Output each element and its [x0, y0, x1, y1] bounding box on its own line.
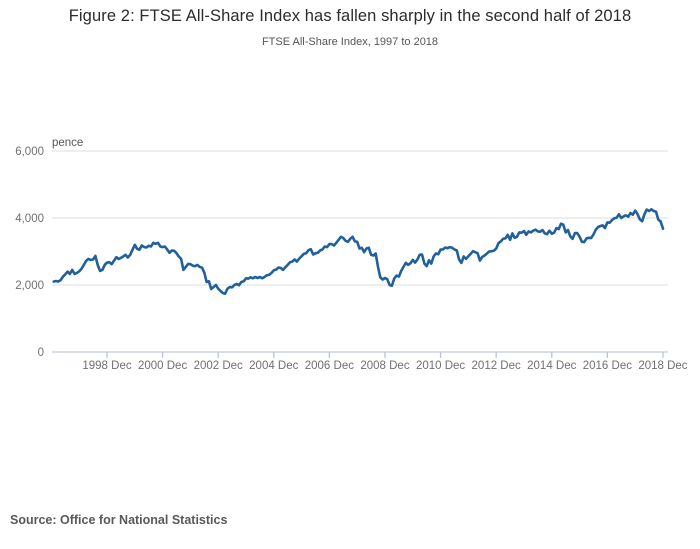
x-axis-tick-label: 2000 Dec — [138, 360, 187, 372]
x-axis-tick-label: 2006 Dec — [305, 360, 354, 372]
x-axis-tick-label: 2008 Dec — [360, 360, 409, 372]
x-axis-tick-label: 1998 Dec — [82, 360, 131, 372]
chart-subtitle: FTSE All-Share Index, 1997 to 2018 — [261, 36, 439, 48]
y-axis-unit-label: pence — [52, 137, 83, 149]
chart-title: Figure 2: FTSE All-Share Index has falle… — [68, 7, 632, 25]
y-axis-tick-label: 6,000 — [15, 146, 44, 158]
y-axis-tick-label: 0 — [38, 347, 44, 359]
y-axis-tick-label: 4,000 — [15, 213, 44, 225]
ftse-series-line — [52, 208, 665, 295]
source-note: Source: Office for National Statistics — [10, 513, 228, 527]
y-axis-tick-label: 2,000 — [15, 280, 44, 292]
x-axis-tick-label: 2012 Dec — [472, 360, 521, 372]
x-axis-tick-label: 2016 Dec — [583, 360, 632, 372]
x-axis-tick-label: 2014 Dec — [527, 360, 576, 372]
x-axis-tick-label: 2018 Dec — [638, 360, 687, 372]
x-axis-tick-label: 2004 Dec — [249, 360, 298, 372]
x-axis-tick-label: 2002 Dec — [194, 360, 243, 372]
x-axis-tick-label: 2010 Dec — [416, 360, 465, 372]
